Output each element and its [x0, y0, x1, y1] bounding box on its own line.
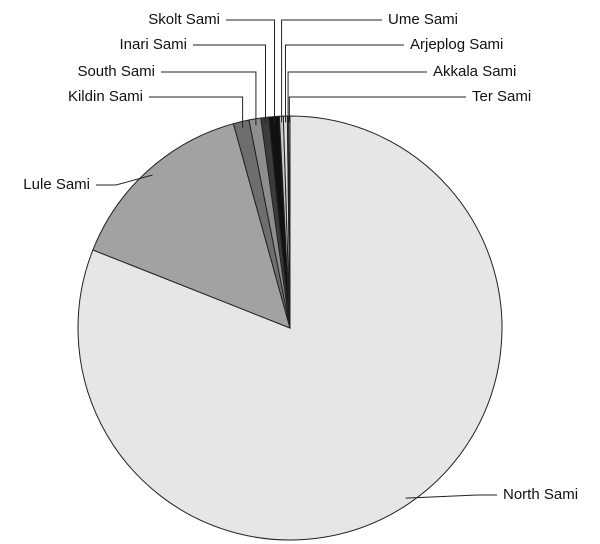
leader-line [226, 19, 276, 123]
slice-label: Akkala Sami [433, 63, 516, 80]
leader-line [161, 71, 257, 126]
slice-label: Lule Sami [23, 176, 90, 193]
leader-line [281, 19, 382, 123]
slice-label: Ter Sami [472, 88, 531, 105]
leader-line [149, 96, 244, 128]
slice-label: Skolt Sami [148, 11, 220, 28]
leader-line [405, 494, 497, 499]
slice-label: Arjeplog Sami [410, 36, 503, 53]
leader-line [288, 96, 466, 123]
slice-label: Inari Sami [119, 36, 187, 53]
leader-line [96, 174, 153, 186]
slice-label: North Sami [503, 486, 578, 503]
slice-label: South Sami [77, 63, 155, 80]
leader-line [193, 44, 267, 124]
pie-slice [92, 123, 291, 329]
slice-label: Kildin Sami [68, 88, 143, 105]
leader-line [287, 71, 427, 123]
leader-line [284, 44, 404, 123]
slice-label: Ume Sami [388, 11, 458, 28]
